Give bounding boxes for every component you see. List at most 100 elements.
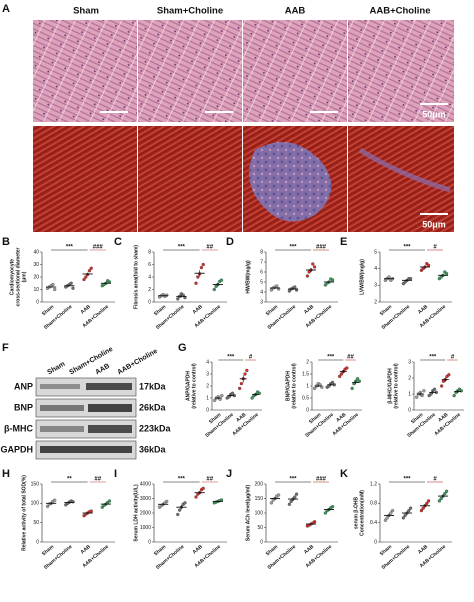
significance-label: ## [206, 245, 213, 251]
lane-label: Sham+Choline [68, 346, 114, 377]
data-point [429, 392, 433, 396]
y-axis-label: cross-sectional diameter [15, 247, 21, 306]
y-tick-label: 0.8 [370, 501, 377, 507]
significance-label: *** [403, 245, 411, 251]
x-tick-label: Sham [379, 304, 394, 318]
data-point [389, 511, 393, 515]
y-tick-label: 150 [31, 481, 40, 487]
data-point [345, 366, 349, 370]
data-point [219, 278, 224, 282]
column-header: Sham [73, 6, 99, 17]
data-point [437, 499, 442, 503]
data-point [212, 287, 216, 292]
x-tick-label: Sham [379, 544, 394, 558]
y-axis-label: Serum LDH activity(U/L) [133, 484, 139, 542]
y-axis-label: serum β-OHB [353, 497, 359, 530]
significance-label: # [451, 355, 455, 361]
significance-label: ** [67, 477, 72, 483]
size-label: 17kDa [139, 381, 167, 391]
x-tick-label: Sham [265, 304, 280, 318]
data-point [444, 489, 449, 493]
band [40, 405, 84, 411]
panel-letter: H [2, 468, 10, 480]
y-axis-label: Concentration(mM) [359, 490, 365, 536]
protein-label: GAPDH [0, 444, 33, 454]
y-tick-label: 1.5 [302, 371, 309, 377]
significance-label: *** [429, 355, 437, 361]
significance-label: ### [316, 477, 327, 483]
scale-label: 50μm [422, 109, 446, 119]
data-point [452, 393, 456, 398]
he-image [243, 20, 347, 122]
significance-label: ### [316, 245, 327, 251]
data-point [201, 486, 205, 491]
data-point [383, 518, 388, 522]
panel-letter: G [178, 342, 187, 354]
y-tick-label: 0 [306, 407, 309, 413]
y-tick-label: 40 [33, 249, 39, 255]
band [88, 404, 132, 412]
data-point [287, 502, 292, 506]
panel-letter: K [340, 468, 348, 480]
y-axis-label: Cardiomyocyte [9, 259, 15, 295]
data-point [339, 372, 344, 376]
column-header: AAB+Choline [370, 6, 431, 17]
data-point [237, 386, 242, 391]
data-point [212, 398, 217, 403]
x-tick-label: AAB [192, 304, 204, 316]
y-tick-label: 3 [260, 299, 263, 305]
column-header: AAB [285, 6, 306, 17]
data-point [293, 285, 297, 289]
column-header: Sham+Choline [157, 6, 223, 17]
y-tick-label: 2000 [140, 510, 151, 516]
y-tick-label: 0 [148, 539, 151, 545]
he-image [33, 20, 137, 122]
y-tick-label: 1000 [140, 525, 151, 531]
y-tick-label: 3 [408, 359, 411, 365]
chart: B 0 10 20 30 40 Cardiomyocyte cross-sectional d… [2, 236, 115, 331]
y-tick-label: 2 [306, 359, 309, 365]
size-label: 36kDa [139, 444, 167, 454]
data-point [422, 389, 426, 393]
data-point [84, 275, 88, 279]
x-tick-label: AAB [80, 304, 92, 316]
lane-label: AAB [94, 363, 111, 377]
data-point [443, 492, 447, 496]
band [40, 384, 80, 389]
x-tick-label: AAB [417, 304, 429, 316]
y-tick-label: 2 [408, 375, 411, 381]
significance-label: *** [227, 355, 235, 361]
lane-label: Sham [46, 361, 66, 377]
y-tick-label: 0 [36, 539, 39, 545]
panel-letter: D [226, 236, 234, 248]
y-tick-label: 5 [260, 279, 263, 285]
data-point [199, 265, 204, 270]
significance-label: *** [289, 245, 297, 251]
y-tick-label: 4 [260, 289, 263, 295]
data-point [439, 496, 443, 501]
y-tick-label: 150 [255, 496, 264, 502]
data-point [269, 501, 274, 505]
y-tick-label: 1 [408, 391, 411, 397]
data-point [408, 506, 413, 510]
data-point [230, 391, 235, 395]
panel-f: F Sham Sham+Choline AAB AAB+Choline ANP … [0, 342, 172, 460]
scale-label: 50μm [422, 219, 446, 229]
chart: H 0 50 100 150 Relative activity of total SOD… [2, 468, 115, 571]
significance-label: *** [178, 477, 186, 483]
data-point [414, 395, 419, 399]
data-point [426, 499, 431, 503]
y-axis-label: Serum ACh level(μg/ml) [245, 485, 251, 542]
data-point [421, 506, 425, 510]
data-point [305, 274, 310, 278]
size-label: 26kDa [139, 402, 167, 412]
significance-label: ### [93, 245, 104, 251]
y-tick-label: 3000 [140, 496, 151, 502]
data-point [385, 516, 389, 520]
blot-strip [35, 419, 137, 439]
data-point [243, 372, 247, 376]
band [40, 426, 84, 432]
data-point [196, 275, 200, 279]
